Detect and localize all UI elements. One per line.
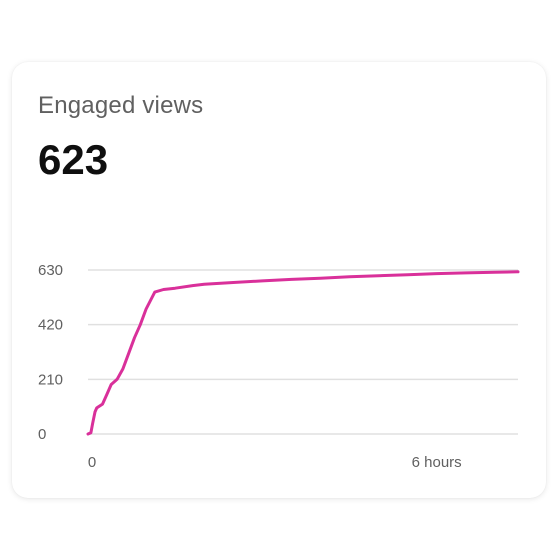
x-tick-labels: 0 6 hours [88, 454, 462, 471]
y-tick-label: 0 [38, 426, 46, 443]
metric-value: 623 [38, 136, 109, 183]
x-tick-label: 0 [88, 454, 96, 471]
x-tick-label: 6 hours [412, 454, 462, 471]
y-tick-label: 630 [38, 262, 63, 279]
metric-title: Engaged views [38, 92, 204, 119]
series-line-engaged-views [86, 270, 520, 436]
y-tick-label: 210 [38, 371, 63, 388]
y-tick-labels: 0 210 420 630 [38, 262, 63, 443]
y-tick-label: 420 [38, 317, 63, 334]
series-layer [86, 270, 520, 436]
grid-lines [88, 269, 518, 435]
